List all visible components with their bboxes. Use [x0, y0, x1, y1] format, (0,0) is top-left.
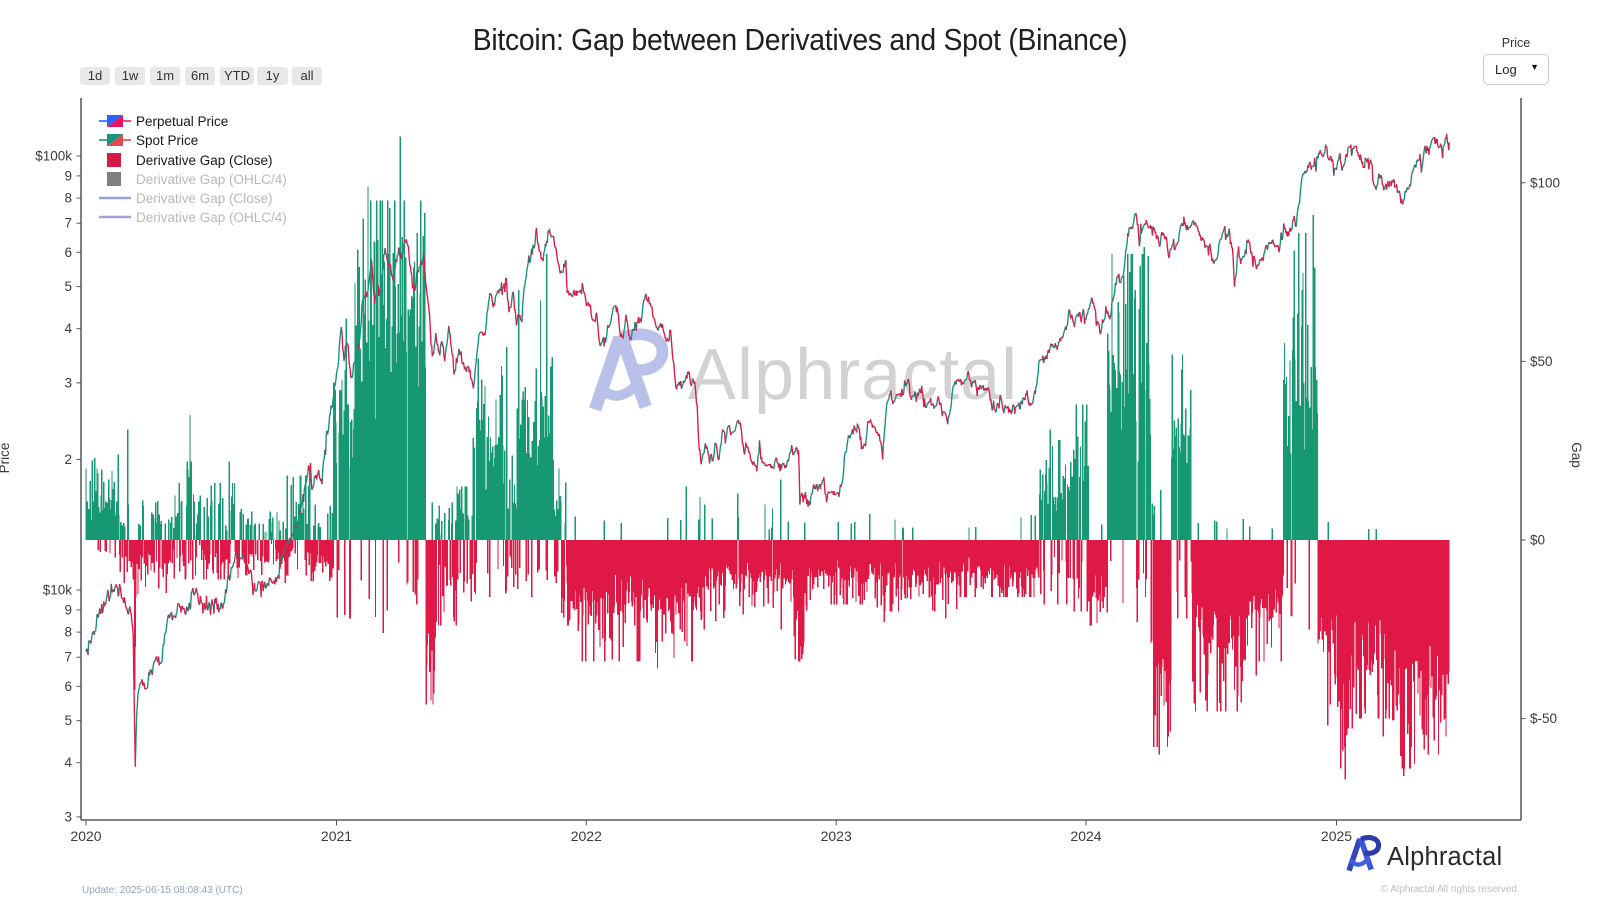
svg-text:Price: Price: [0, 443, 12, 474]
svg-text:2022: 2022: [571, 828, 602, 844]
svg-text:8: 8: [64, 191, 72, 206]
svg-text:3: 3: [64, 375, 72, 390]
svg-text:$50: $50: [1530, 354, 1553, 369]
svg-text:$0: $0: [1530, 533, 1545, 548]
svg-text:2020: 2020: [70, 828, 101, 844]
svg-text:$100: $100: [1530, 175, 1560, 190]
svg-text:Alphractal: Alphractal: [688, 335, 1018, 415]
svg-text:$-50: $-50: [1530, 711, 1557, 726]
svg-text:6: 6: [64, 245, 72, 260]
svg-text:Gap: Gap: [1569, 442, 1584, 468]
svg-text:5: 5: [64, 713, 72, 728]
svg-text:9: 9: [64, 602, 72, 617]
svg-text:9: 9: [64, 168, 72, 183]
svg-text:7: 7: [64, 216, 72, 231]
svg-text:4: 4: [64, 755, 72, 770]
svg-text:$10k: $10k: [43, 583, 73, 598]
svg-text:5: 5: [64, 279, 72, 294]
svg-text:2: 2: [64, 452, 72, 467]
svg-text:7: 7: [64, 650, 72, 665]
svg-text:4: 4: [64, 321, 72, 336]
svg-text:$100k: $100k: [35, 149, 72, 164]
svg-text:3: 3: [64, 809, 72, 824]
svg-text:6: 6: [64, 679, 72, 694]
svg-text:8: 8: [64, 625, 72, 640]
svg-text:2024: 2024: [1070, 828, 1101, 844]
svg-text:2025: 2025: [1321, 828, 1352, 844]
svg-text:2023: 2023: [821, 828, 852, 844]
svg-text:2021: 2021: [321, 828, 352, 844]
